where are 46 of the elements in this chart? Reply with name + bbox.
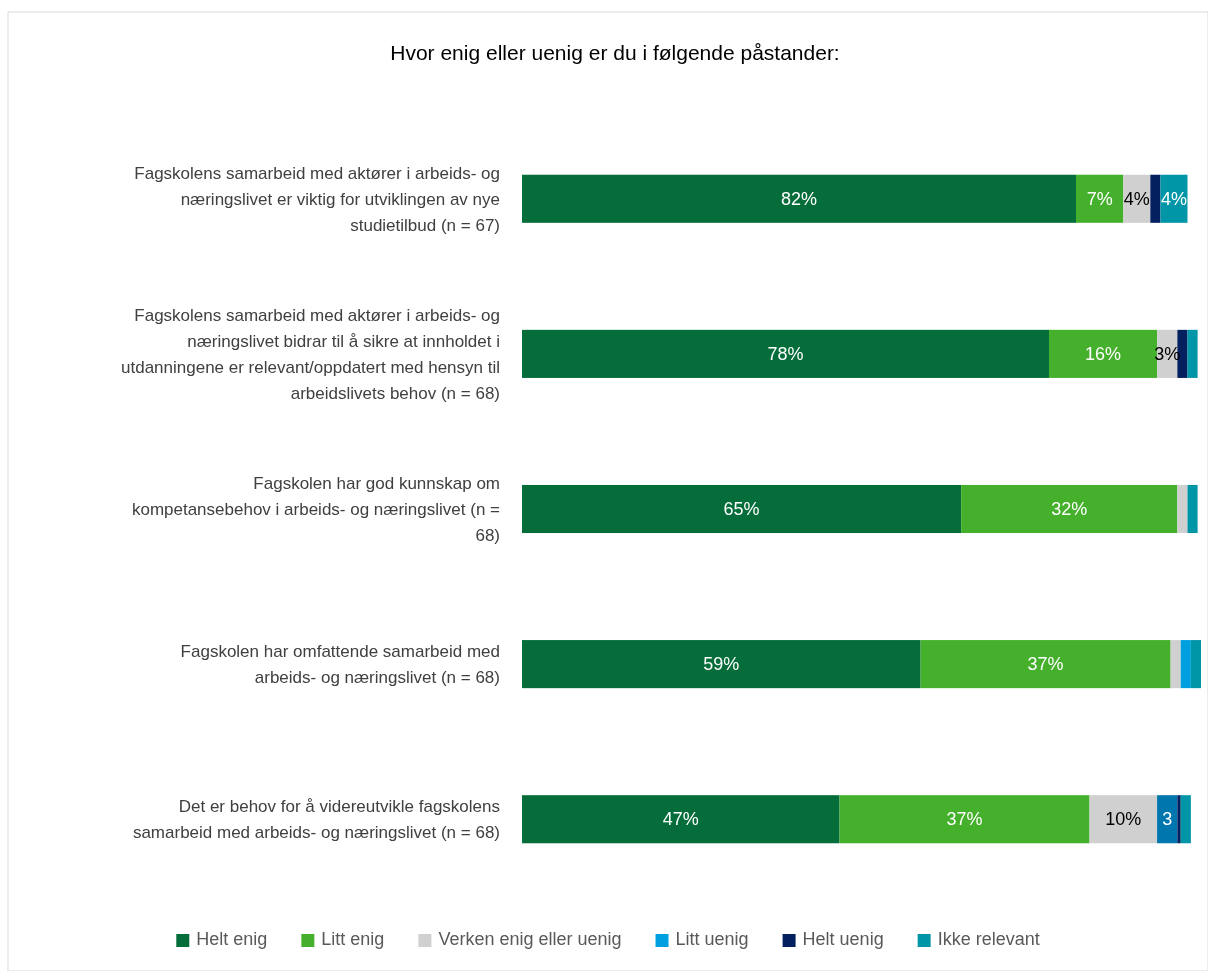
bar	[1177, 795, 1181, 844]
data-label: 59%	[703, 654, 740, 675]
bar	[1180, 640, 1191, 689]
bar	[1076, 174, 1124, 223]
bar	[1190, 640, 1201, 689]
legend-label: Helt uenig	[802, 929, 884, 949]
data-label: 78%	[767, 343, 804, 364]
data-label: 16%	[1085, 343, 1122, 364]
bar	[1157, 795, 1178, 844]
bar	[920, 640, 1171, 689]
data-label: 82%	[780, 188, 818, 209]
legend-label: Litt enig	[321, 929, 385, 949]
bar	[839, 795, 1090, 844]
y-tick-label: Fagskolens samarbeid med aktører i arbeids- og næringslivet bidrar til å sikre at innholdet i utdanningene er relevant/oppdatert med hensyn til arbeidslivets behov (n = 68)	[121, 305, 500, 403]
bar	[1187, 484, 1198, 534]
bar	[522, 640, 921, 689]
legend-label: Verken enig eller uenig	[438, 929, 622, 949]
bar	[1150, 174, 1161, 223]
data-label: 10%	[1105, 809, 1142, 830]
bar	[522, 174, 1077, 223]
bar	[1170, 640, 1181, 689]
bar	[1180, 795, 1191, 844]
y-tick-label: Fagskolen har god kunnskap om kompetansebehov i arbeids- og næringslivet (n = 68)	[131, 474, 501, 545]
legend-label: Helt enig	[196, 929, 268, 949]
bar	[1177, 484, 1188, 534]
bar	[522, 484, 962, 534]
bar	[961, 484, 1178, 534]
bar	[1187, 329, 1198, 378]
y-tick-label: Fagskolen har omfattende samarbeid med arbeids- og næringslivet (n = 68)	[180, 642, 500, 688]
legend-label: Litt uenig	[675, 929, 749, 949]
data-label: 47%	[662, 809, 699, 830]
data-label: 37%	[946, 809, 983, 830]
legend-label: Ikke relevant	[937, 929, 1040, 949]
data-label: 37%	[1027, 654, 1064, 675]
bar	[522, 329, 1049, 378]
bar	[1089, 795, 1158, 844]
data-label: 4%	[1160, 188, 1187, 209]
y-tick-label: Fagskolens samarbeid med aktører i arbeids- og næringslivet er viktig for utviklingen av nye studietilbud (n = 67)	[134, 163, 500, 235]
data-label: 4%	[1123, 188, 1150, 209]
y-tick-label: Det er behov for å videreutvikle fagskolens samarbeid med arbeids- og næringslivet (n = 68)	[132, 797, 500, 843]
data-label: 32%	[1051, 499, 1088, 519]
bar	[522, 795, 840, 844]
data-label: 7%	[1086, 188, 1113, 209]
chart-title: Hvor enig eller uenig er du i følgende påstander:	[390, 41, 840, 64]
data-label: 65%	[723, 499, 760, 519]
data-label: 3	[1162, 809, 1173, 830]
